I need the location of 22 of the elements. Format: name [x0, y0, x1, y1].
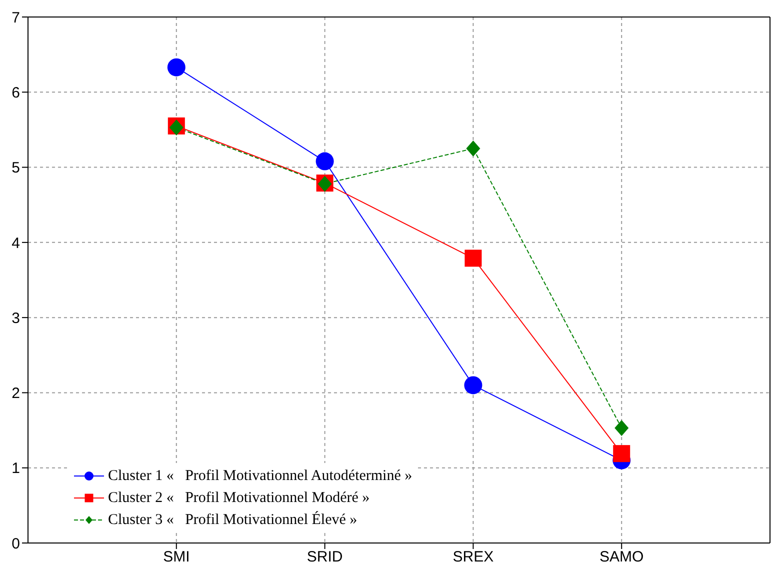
point	[466, 140, 480, 156]
legend-label: Cluster 3 « Profil Motivationnel Élevé »	[108, 512, 358, 528]
y-tick-label: 2	[12, 385, 20, 402]
point	[613, 445, 630, 462]
y-tick-label: 6	[12, 84, 20, 102]
x-tick-label: SAMO	[600, 548, 644, 566]
point	[614, 420, 629, 436]
y-tick-label: 5	[12, 160, 20, 177]
y-tick-label: 1	[12, 460, 20, 478]
x-tick-label: SREX	[452, 548, 494, 566]
point	[167, 58, 186, 76]
y-tick-label: 3	[12, 310, 20, 327]
point	[316, 152, 334, 170]
legend-label: Cluster 2 « Profil Motivationnel Modéré »	[108, 490, 370, 506]
y-tick-label: 0	[12, 535, 20, 552]
point	[464, 376, 482, 394]
x-tick-label: SRID	[306, 548, 343, 566]
x-tick-label: SMI	[163, 548, 190, 566]
legend-label: Cluster 1 « Profil Motivationnel Autodéterminé »	[108, 468, 412, 484]
y-tick-label: 4	[12, 234, 20, 252]
y-tick-label: 7	[12, 9, 20, 26]
point	[464, 250, 482, 267]
